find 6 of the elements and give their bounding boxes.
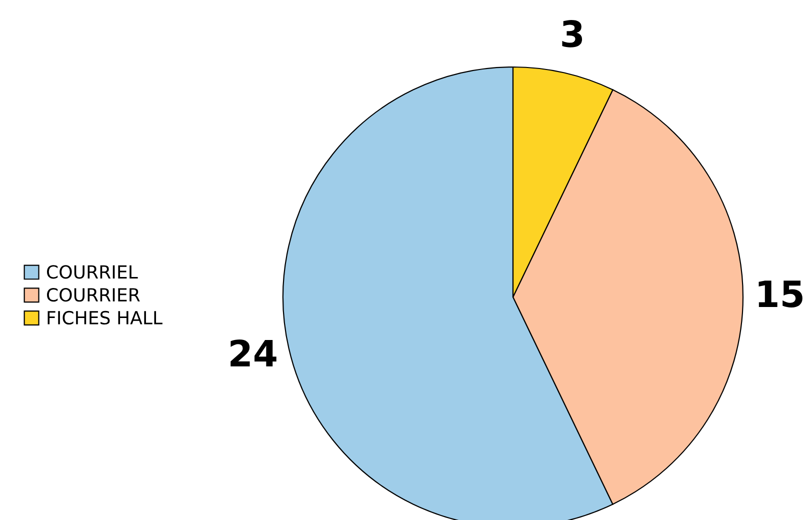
legend-label: COURRIER <box>47 288 140 302</box>
legend-label: FICHES HALL <box>48 310 162 325</box>
data-label: 3 <box>562 20 582 48</box>
legend-label: COURRIEL <box>47 265 138 279</box>
data-label: 24 <box>230 340 276 366</box>
data-label: 15 <box>758 280 802 308</box>
